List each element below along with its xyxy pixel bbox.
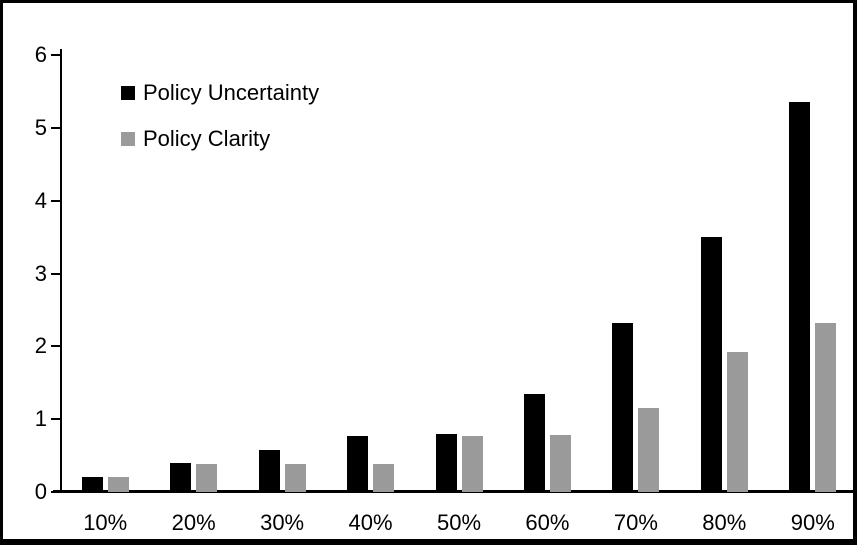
x-tick-label: 30% bbox=[260, 510, 305, 535]
plot-area: 0 1 2 3 4 5 6 10% 20% 30% 40% 50% 60% 70% 80% 90% Poli… bbox=[3, 3, 853, 539]
bar-policy-uncertainty-60% bbox=[523, 393, 545, 492]
legend-label: Policy Uncertainty bbox=[143, 80, 320, 105]
x-tick-label: 70% bbox=[613, 510, 658, 535]
bar-policy-uncertainty-30% bbox=[258, 449, 280, 492]
y-tick-mark bbox=[51, 491, 60, 493]
y-tick-label: 3 bbox=[34, 260, 47, 286]
y-tick-mark bbox=[51, 272, 60, 275]
y-tick-label: 0 bbox=[34, 479, 47, 504]
y-tick-label: 1 bbox=[34, 406, 47, 432]
legend-item-policy-uncertainty: Policy Uncertainty bbox=[121, 79, 319, 107]
x-tick-label: 40% bbox=[348, 510, 393, 535]
bar-policy-uncertainty-50% bbox=[435, 434, 457, 492]
y-tick-mark bbox=[51, 418, 60, 421]
y-tick-label: 2 bbox=[34, 333, 47, 359]
bar-policy-uncertainty-40% bbox=[347, 435, 369, 492]
bar-policy-clarity-80% bbox=[726, 352, 748, 492]
legend-swatch-gray bbox=[121, 132, 135, 146]
bar-policy-clarity-40% bbox=[373, 463, 395, 492]
x-tick-label: 10% bbox=[83, 510, 128, 535]
y-tick-label: 5 bbox=[34, 114, 47, 140]
x-tick-label: 80% bbox=[702, 510, 747, 535]
x-tick-label: 90% bbox=[790, 510, 835, 535]
bar-policy-clarity-20% bbox=[196, 464, 218, 492]
bar-policy-uncertainty-70% bbox=[612, 323, 634, 492]
y-tick-mark bbox=[51, 126, 60, 129]
bar-policy-clarity-60% bbox=[549, 435, 571, 492]
y-tick-mark bbox=[51, 199, 60, 202]
bar-policy-clarity-10% bbox=[107, 477, 129, 492]
legend-label: Policy Clarity bbox=[143, 126, 271, 151]
x-tick-label: 50% bbox=[436, 510, 482, 535]
bar-policy-clarity-30% bbox=[284, 463, 306, 492]
bar-policy-clarity-90% bbox=[815, 323, 837, 492]
y-tick-mark bbox=[51, 54, 60, 56]
x-tick-label: 60% bbox=[525, 510, 570, 535]
bar-policy-clarity-50% bbox=[461, 435, 483, 492]
bar-policy-uncertainty-80% bbox=[700, 237, 722, 492]
bar-policy-uncertainty-10% bbox=[81, 477, 103, 492]
y-tick-mark bbox=[51, 345, 60, 348]
legend: Policy Uncertainty Policy Clarity bbox=[121, 79, 319, 171]
bar-policy-uncertainty-90% bbox=[789, 102, 811, 492]
y-tick-label: 6 bbox=[34, 42, 47, 67]
y-tick-label: 4 bbox=[34, 187, 47, 213]
legend-swatch-black bbox=[121, 86, 135, 100]
x-tick-label: 20% bbox=[171, 510, 216, 535]
legend-item-policy-clarity: Policy Clarity bbox=[121, 125, 319, 153]
bar-policy-uncertainty-20% bbox=[170, 462, 192, 492]
bar-policy-clarity-70% bbox=[638, 407, 660, 492]
y-axis-line bbox=[60, 49, 62, 492]
